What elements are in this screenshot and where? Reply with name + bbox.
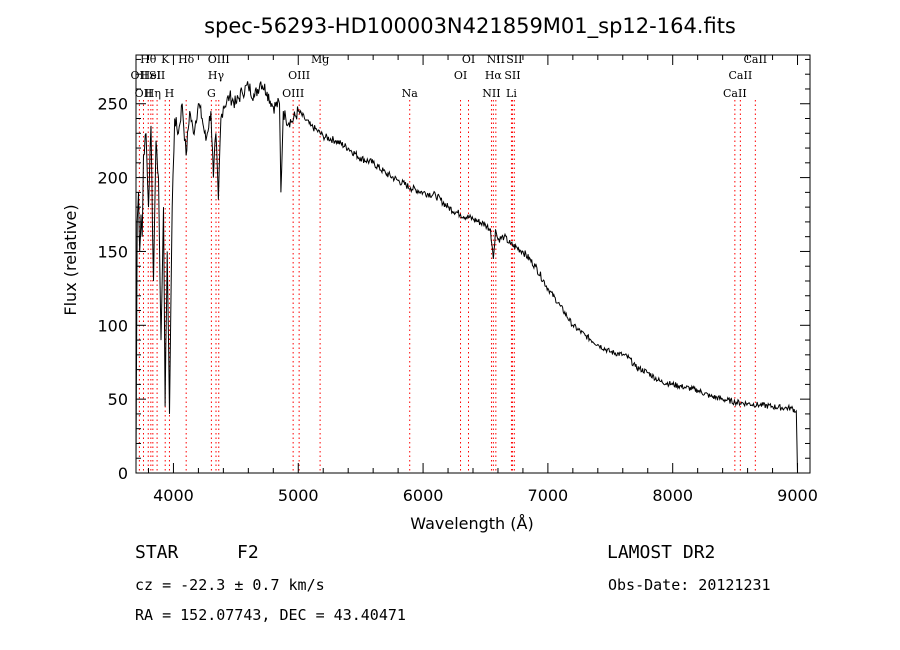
redshift-text: cz = -22.3 ± 0.7 km/s — [135, 576, 325, 594]
line-label: H — [165, 87, 175, 100]
y-tick-label: 250 — [97, 95, 128, 114]
line-label: CaII — [729, 69, 753, 82]
y-tick-label: 200 — [97, 169, 128, 188]
x-axis-label: Wavelength (Å) — [410, 514, 533, 533]
line-label: G — [207, 87, 216, 100]
x-tick-label: 4000 — [153, 486, 194, 505]
line-label: OI — [454, 69, 467, 82]
observation-date: Obs-Date: 20121231 — [608, 576, 771, 594]
line-label: OI — [462, 53, 475, 66]
survey-name: LAMOST DR2 — [607, 542, 716, 563]
line-label: OIII — [288, 69, 310, 82]
x-tick-label: 5000 — [278, 486, 319, 505]
line-label: Li — [506, 87, 517, 100]
line-label: Hα — [485, 69, 503, 82]
y-axis: 0 50 100 150 200 250 — [97, 58, 810, 483]
emission-line-markers — [138, 100, 756, 473]
line-label: HeI — [141, 69, 161, 82]
emission-line-labels: OIIOIIHθHeIHηSIIKHHδGHγOIIIOIIIOIIIMgNaO… — [131, 53, 768, 100]
y-tick-label: 100 — [97, 316, 128, 335]
line-label: SII — [506, 53, 522, 66]
chart-title: spec-56293-HD100003N421859M01_sp12-164.f… — [204, 14, 736, 39]
spectrum-line — [136, 81, 798, 473]
x-axis: 4000 5000 6000 7000 8000 9000 — [147, 55, 818, 505]
x-tick-label: 7000 — [528, 486, 569, 505]
y-tick-label: 150 — [97, 242, 128, 261]
y-tick-label: 0 — [118, 464, 128, 483]
line-label: SII — [149, 69, 165, 82]
line-label: CaII — [743, 53, 767, 66]
line-label: CaII — [723, 87, 747, 100]
coordinates: RA = 152.07743, DEC = 43.40471 — [135, 606, 406, 624]
line-label: Na — [402, 87, 419, 100]
line-label: OII — [135, 87, 153, 100]
plot-frame — [135, 54, 811, 474]
line-label: Hγ — [208, 69, 225, 82]
x-tick-label: 8000 — [652, 486, 693, 505]
x-tick-label: 9000 — [777, 486, 818, 505]
object-subclass: F2 — [237, 542, 259, 563]
line-label: Hη — [145, 87, 161, 100]
line-label: K — [161, 53, 170, 66]
line-label: Mg — [311, 53, 329, 66]
line-label: NII — [482, 87, 500, 100]
line-label: OIII — [208, 53, 230, 66]
object-class: STAR — [135, 542, 179, 563]
line-label: OII — [131, 69, 149, 82]
x-tick-label: 6000 — [403, 486, 444, 505]
line-label: NII — [487, 53, 505, 66]
y-axis-label: Flux (relative) — [61, 204, 80, 315]
line-label: OIII — [282, 87, 304, 100]
line-label: SII — [504, 69, 520, 82]
line-label: Hδ — [178, 53, 195, 66]
y-tick-label: 50 — [108, 390, 128, 409]
